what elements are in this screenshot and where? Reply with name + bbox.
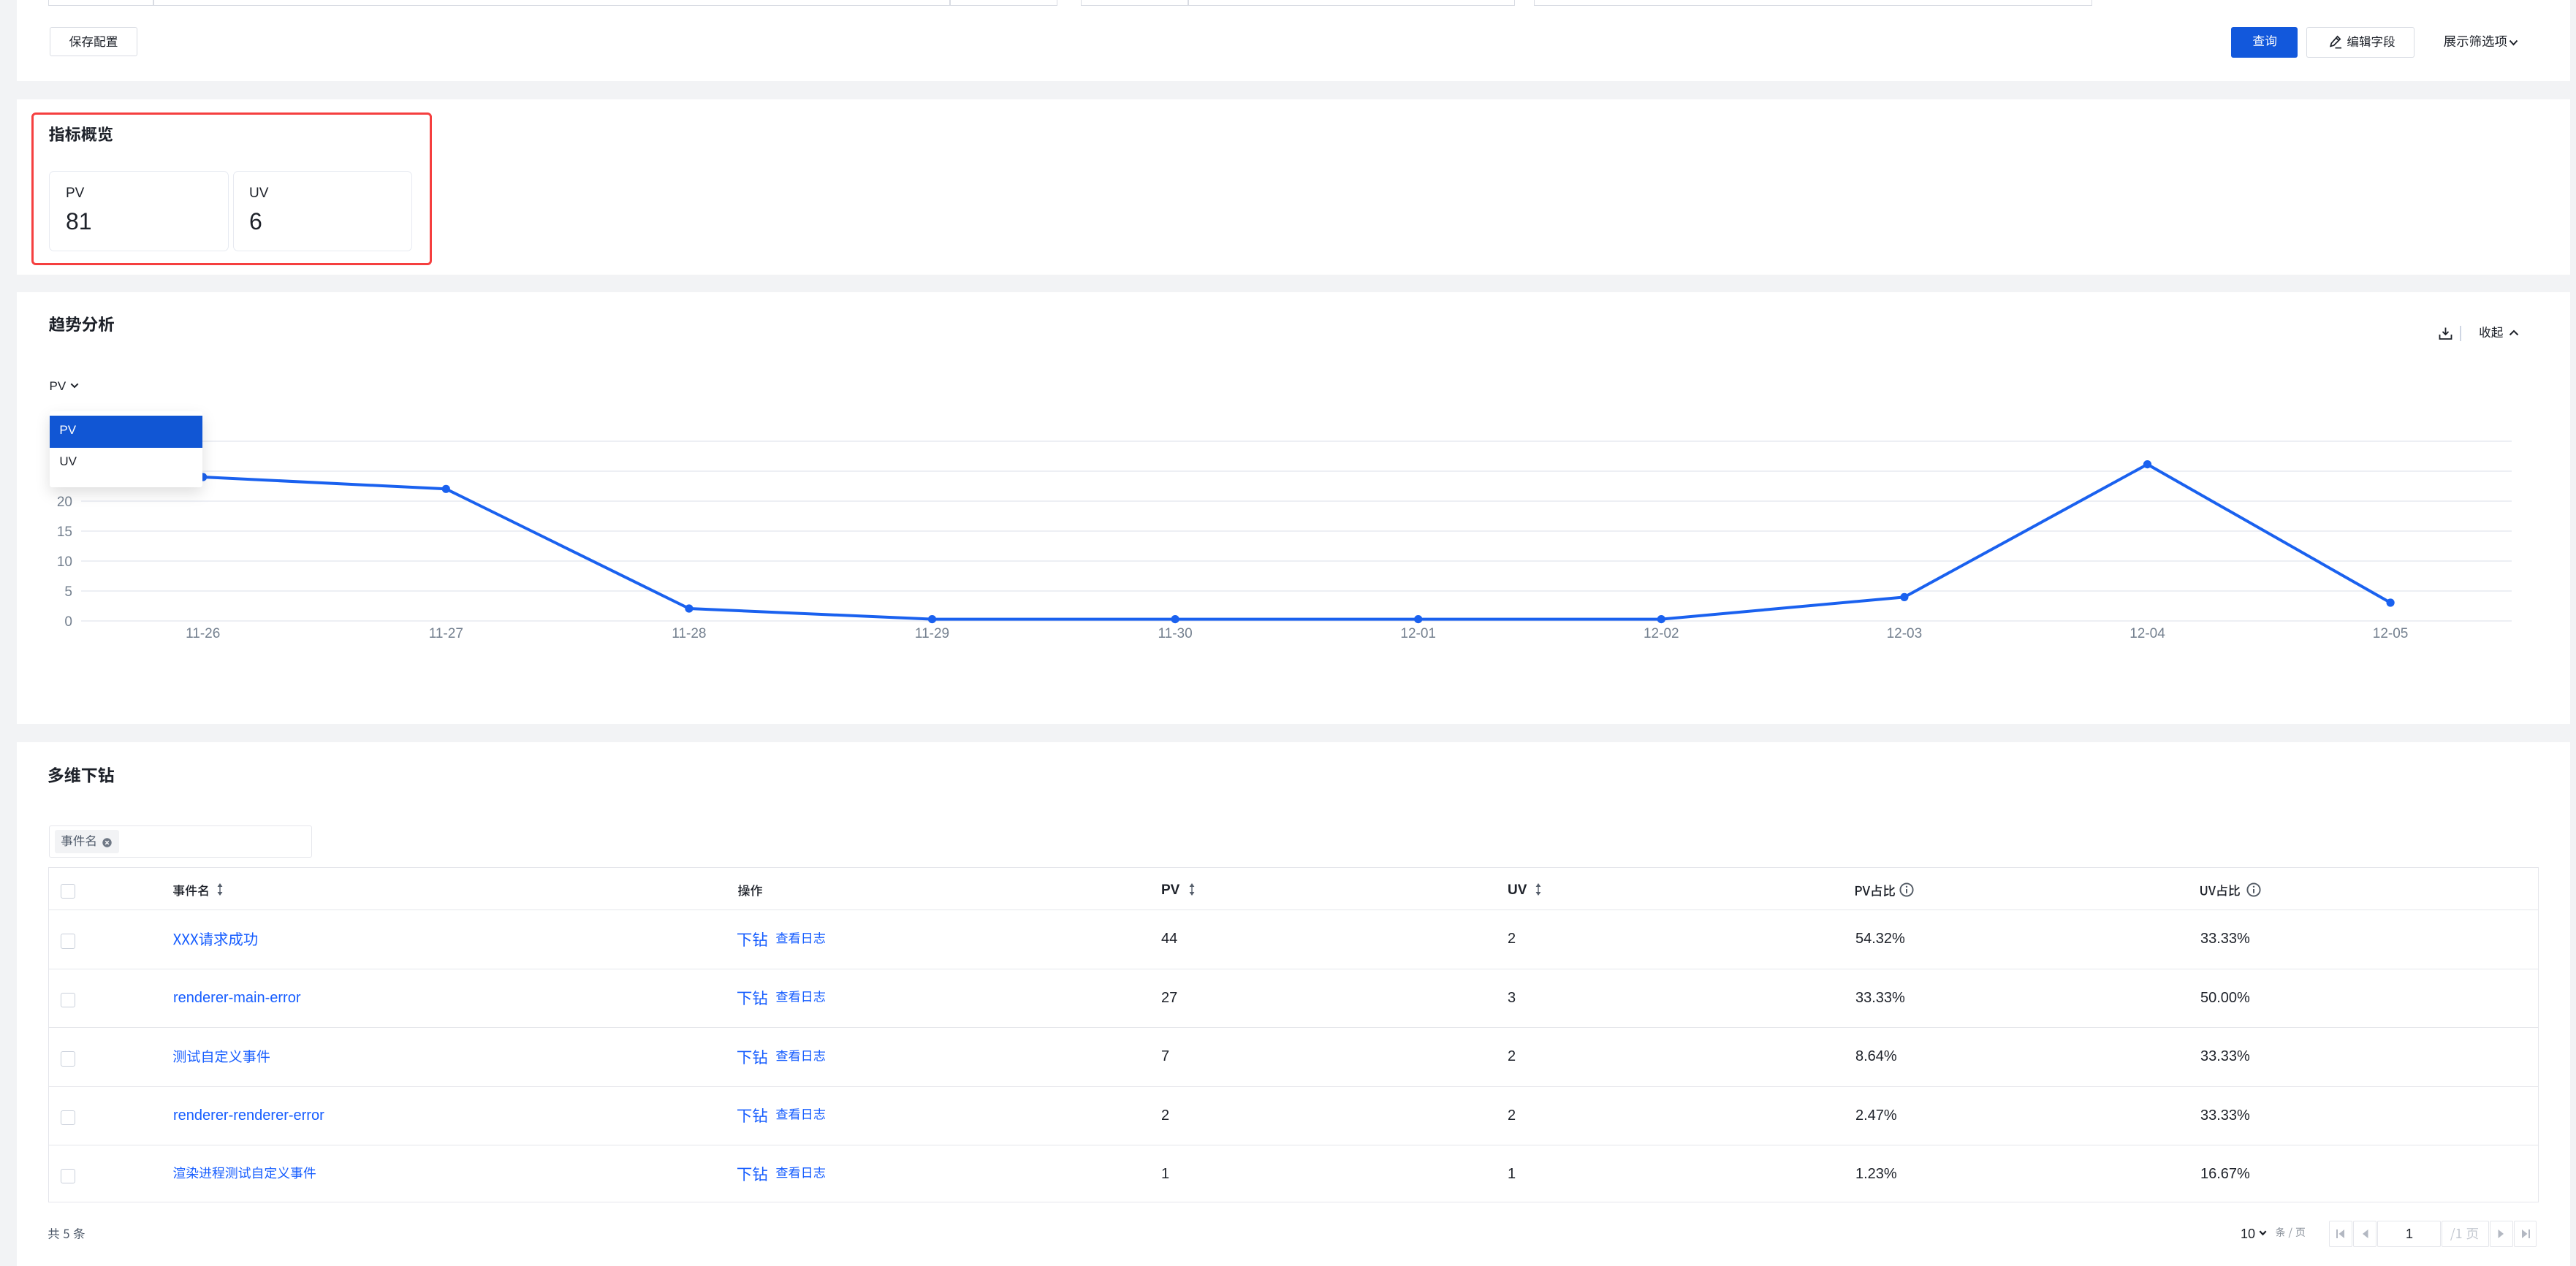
svg-text:20: 20 xyxy=(57,495,72,510)
svg-text:0: 0 xyxy=(64,614,72,630)
svg-text:11-29: 11-29 xyxy=(915,626,949,641)
svg-text:12-05: 12-05 xyxy=(2373,626,2409,641)
svg-text:5: 5 xyxy=(64,584,72,600)
svg-text:10: 10 xyxy=(57,554,72,570)
svg-text:12-01: 12-01 xyxy=(1400,626,1436,641)
svg-text:12-02: 12-02 xyxy=(1644,626,1679,641)
svg-text:12-03: 12-03 xyxy=(1887,626,1923,641)
svg-text:12-04: 12-04 xyxy=(2129,626,2165,641)
svg-text:11-27: 11-27 xyxy=(429,626,463,641)
svg-text:11-26: 11-26 xyxy=(186,626,220,641)
svg-text:15: 15 xyxy=(57,525,72,540)
svg-text:11-30: 11-30 xyxy=(1158,626,1193,641)
svg-text:11-28: 11-28 xyxy=(672,626,706,641)
